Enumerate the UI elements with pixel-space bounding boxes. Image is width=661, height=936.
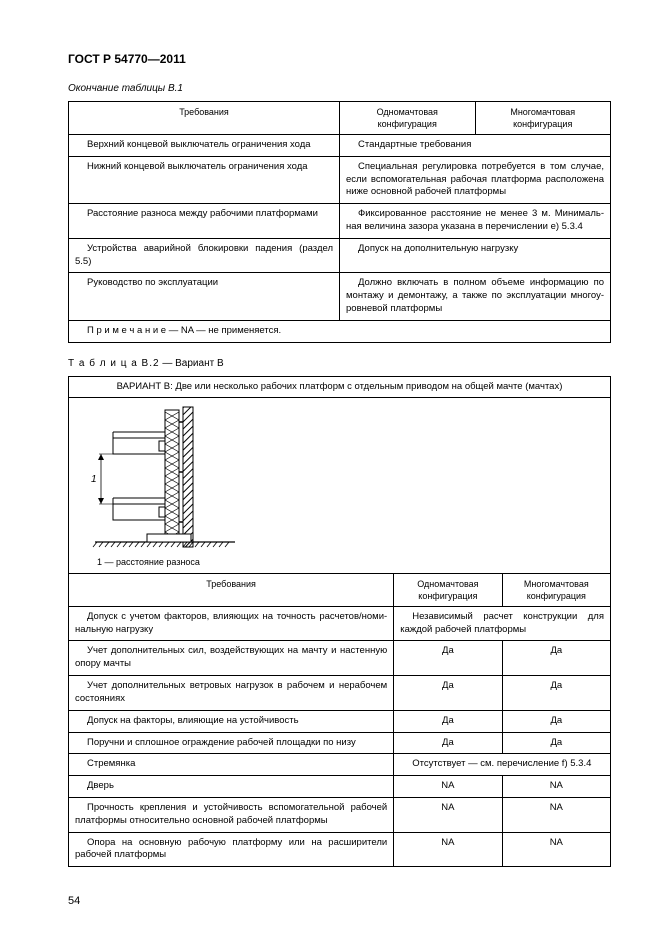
- multi-mast-cell: Да: [502, 732, 610, 754]
- table1-caption: Окончание таблицы В.1: [68, 82, 611, 95]
- req-cell: Расстояние разноса между рабочими платфо…: [69, 204, 340, 239]
- table-row: Прочность крепления и устойчивость вспом…: [69, 797, 611, 832]
- req-cell: Учет дополнительных ветровых нагрузок в …: [69, 676, 394, 711]
- req-cell: Опора на основную рабочую платформу или …: [69, 832, 394, 867]
- document-title: ГОСТ Р 54770—2011: [68, 52, 611, 68]
- table-row: Руководство по эксплуатацииДолжно включа…: [69, 273, 611, 320]
- table-row: Допуск на факторы, влияющие на устойчиво…: [69, 710, 611, 732]
- diagram-legend: 1 — расстояние разноса: [97, 556, 200, 568]
- page-number: 54: [68, 894, 80, 908]
- req-cell: Дверь: [69, 776, 394, 798]
- single-mast-cell: NA: [394, 776, 502, 798]
- multi-mast-cell: NA: [502, 797, 610, 832]
- single-mast-cell: Да: [394, 676, 502, 711]
- value-cell: Отсутствует — см. перечисление f) 5.3.4: [394, 754, 611, 776]
- variant-b-diagram: 1: [75, 402, 255, 552]
- table1-header-row: Требования Одномачтовая конфигурация Мно…: [69, 101, 611, 134]
- req-cell: Допуск на факторы, влияющие на устойчиво…: [69, 710, 394, 732]
- table-row: Учет дополнительных сил, воздействующих …: [69, 641, 611, 676]
- single-mast-cell: Да: [394, 710, 502, 732]
- table-row: Устройства аварийной блокировки падения …: [69, 238, 611, 273]
- table2-col-multi: Многомачтовая конфигурация: [502, 573, 610, 606]
- table-row: ДверьNANA: [69, 776, 611, 798]
- multi-mast-cell: Да: [502, 710, 610, 732]
- multi-mast-cell: NA: [502, 832, 610, 867]
- table-row: Опора на основную рабочую платформу или …: [69, 832, 611, 867]
- req-cell: Допуск с учетом факторов, влияющих на то…: [69, 606, 394, 641]
- svg-text:1: 1: [91, 474, 97, 485]
- table2-header-row: Требования Одномачтовая конфигурация Мно…: [69, 573, 611, 606]
- value-cell: Независимый расчет конструкции для каждо…: [394, 606, 611, 641]
- req-cell: Руководство по эксплуатации: [69, 273, 340, 320]
- value-cell: Должно включать в полном объеме информац…: [340, 273, 611, 320]
- table1: Требования Одномачтовая конфигурация Мно…: [68, 101, 611, 343]
- single-mast-cell: Да: [394, 641, 502, 676]
- table-row: Нижний концевой выключатель ограничения …: [69, 156, 611, 203]
- table-row: Учет дополнительных ветровых нагрузок в …: [69, 676, 611, 711]
- page: ГОСТ Р 54770—2011 Окончание таблицы В.1 …: [0, 0, 661, 936]
- value-cell: Специальная регулировка потребуется в то…: [340, 156, 611, 203]
- table1-col-multi: Многомачтовая конфигурация: [475, 101, 611, 134]
- req-cell: Учет дополнительных сил, воздействующих …: [69, 641, 394, 676]
- table2-caption-rest: — Вариант В: [160, 358, 224, 369]
- req-cell: Стремянка: [69, 754, 394, 776]
- single-mast-cell: Да: [394, 732, 502, 754]
- table2-variant-row: ВАРИАНТ В: Две или несколько рабочих пла…: [69, 376, 611, 398]
- req-cell: Поручни и сплошное ограждение рабочей пл…: [69, 732, 394, 754]
- multi-mast-cell: NA: [502, 776, 610, 798]
- table1-note: П р и м е ч а н и е — NA — не применяетс…: [87, 325, 281, 336]
- single-mast-cell: NA: [394, 832, 502, 867]
- table1-col-req: Требования: [69, 101, 340, 134]
- table-row: Допуск с учетом факторов, влияющих на то…: [69, 606, 611, 641]
- table2-diagram-cell: 1 1 — расстояние разноса: [69, 398, 611, 573]
- table2-caption: Т а б л и ц а В.2 — Вариант В: [68, 357, 611, 370]
- table2-col-single: Одномачтовая конфигурация: [394, 573, 502, 606]
- table2-caption-label: Т а б л и ц а В.2: [68, 358, 160, 369]
- single-mast-cell: NA: [394, 797, 502, 832]
- table2-col-req: Требования: [69, 573, 394, 606]
- req-cell: Устройства аварийной блокировки падения …: [69, 238, 340, 273]
- multi-mast-cell: Да: [502, 641, 610, 676]
- table-row: Расстояние разноса между рабочими платфо…: [69, 204, 611, 239]
- table-row: Поручни и сплошное ограждение рабочей пл…: [69, 732, 611, 754]
- req-cell: Верхний концевой выключатель ограничения…: [69, 134, 340, 156]
- multi-mast-cell: Да: [502, 676, 610, 711]
- value-cell: Фиксированное расстояние не менее 3 м. М…: [340, 204, 611, 239]
- table1-col-single: Одномачтовая конфигурация: [340, 101, 476, 134]
- req-cell: Прочность крепления и устойчивость вспом…: [69, 797, 394, 832]
- table2-diagram-row: 1 1 — расстояние разноса: [69, 398, 611, 573]
- table2-variant-header: ВАРИАНТ В: Две или несколько рабочих пла…: [69, 376, 611, 398]
- table2: ВАРИАНТ В: Две или несколько рабочих пла…: [68, 376, 611, 868]
- table-row: Верхний концевой выключатель ограничения…: [69, 134, 611, 156]
- req-cell: Нижний концевой выключатель ограничения …: [69, 156, 340, 203]
- value-cell: Стандартные требования: [340, 134, 611, 156]
- table1-note-row: П р и м е ч а н и е — NA — не применяетс…: [69, 320, 611, 342]
- value-cell: Допуск на дополнительную нагрузку: [340, 238, 611, 273]
- table-row: СтремянкаОтсутствует — см. перечисление …: [69, 754, 611, 776]
